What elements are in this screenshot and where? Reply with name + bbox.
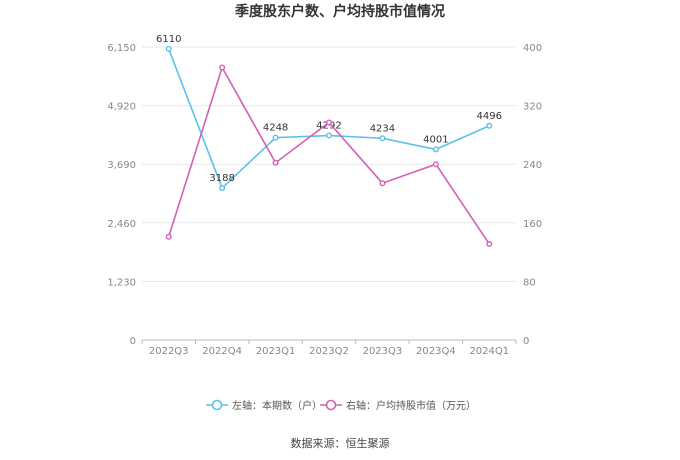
data-point <box>326 119 333 126</box>
grid-lines <box>142 46 516 341</box>
data-point <box>165 45 172 52</box>
data-label: 4292 <box>316 121 341 132</box>
legend-label: 右轴：户均持股市值（万元） <box>346 399 476 412</box>
data-label: 4001 <box>423 134 448 145</box>
left-axis-tick-label: 0 <box>130 336 136 347</box>
x-axis-tick-label: 2023Q3 <box>363 346 403 357</box>
data-point <box>272 134 279 141</box>
data-point <box>432 161 439 168</box>
data-label: 4234 <box>370 123 395 134</box>
data-point <box>379 135 386 142</box>
legend-marker <box>325 399 337 411</box>
data-point <box>165 233 172 240</box>
left-axis-tick-label: 1,230 <box>107 277 136 288</box>
series-line-1 <box>167 48 490 190</box>
data-point <box>219 185 226 192</box>
left-axis-tick-label: 3,690 <box>107 160 136 171</box>
data-point <box>486 122 493 129</box>
data-label: 4496 <box>477 111 502 122</box>
data-point <box>486 241 493 248</box>
data-point <box>272 159 279 166</box>
data-point <box>326 132 333 139</box>
series-layer: 6110 3188 4248 4292 4234 4001 4496 <box>156 34 502 248</box>
data-label: 4248 <box>263 123 288 134</box>
left-axis-tick-label: 4,920 <box>107 102 136 113</box>
left-axis-tick-label: 2,460 <box>107 219 136 230</box>
x-axis-tick-label: 2023Q4 <box>416 346 456 357</box>
x-axis-tick-label: 2023Q2 <box>309 346 349 357</box>
axes: 0 0 1,230 80 2,460 160 3,690 240 4,920 320 6,150 40… <box>107 43 542 357</box>
series-line-2 <box>167 65 490 245</box>
legend-label: 左轴：本期数（户） <box>232 399 322 412</box>
legend-marker <box>211 399 223 411</box>
x-axis-tick-label: 2022Q4 <box>202 346 242 357</box>
right-axis-tick-label: 0 <box>523 336 529 347</box>
right-axis-tick-label: 160 <box>523 219 542 230</box>
data-point <box>219 64 226 71</box>
right-axis-tick-label: 400 <box>523 43 542 54</box>
x-axis-tick-label: 2023Q1 <box>256 346 296 357</box>
data-label: 3188 <box>209 173 234 184</box>
data-point <box>432 146 439 153</box>
data-point <box>379 180 386 187</box>
chart-title: 季度股东户数、户均持股市值情况 <box>234 3 445 20</box>
x-axis-tick-label: 2024Q1 <box>469 346 509 357</box>
right-axis-tick-label: 80 <box>523 277 536 288</box>
left-axis-tick-label: 6,150 <box>107 43 136 54</box>
data-label: 6110 <box>156 34 181 45</box>
right-axis-tick-label: 240 <box>523 160 542 171</box>
legend: 左轴：本期数（户） 右轴：户均持股市值（万元） <box>206 399 476 412</box>
right-axis-tick-label: 320 <box>523 102 542 113</box>
data-source: 数据来源：恒生聚源 <box>291 436 390 450</box>
x-axis-tick-label: 2022Q3 <box>149 346 189 357</box>
